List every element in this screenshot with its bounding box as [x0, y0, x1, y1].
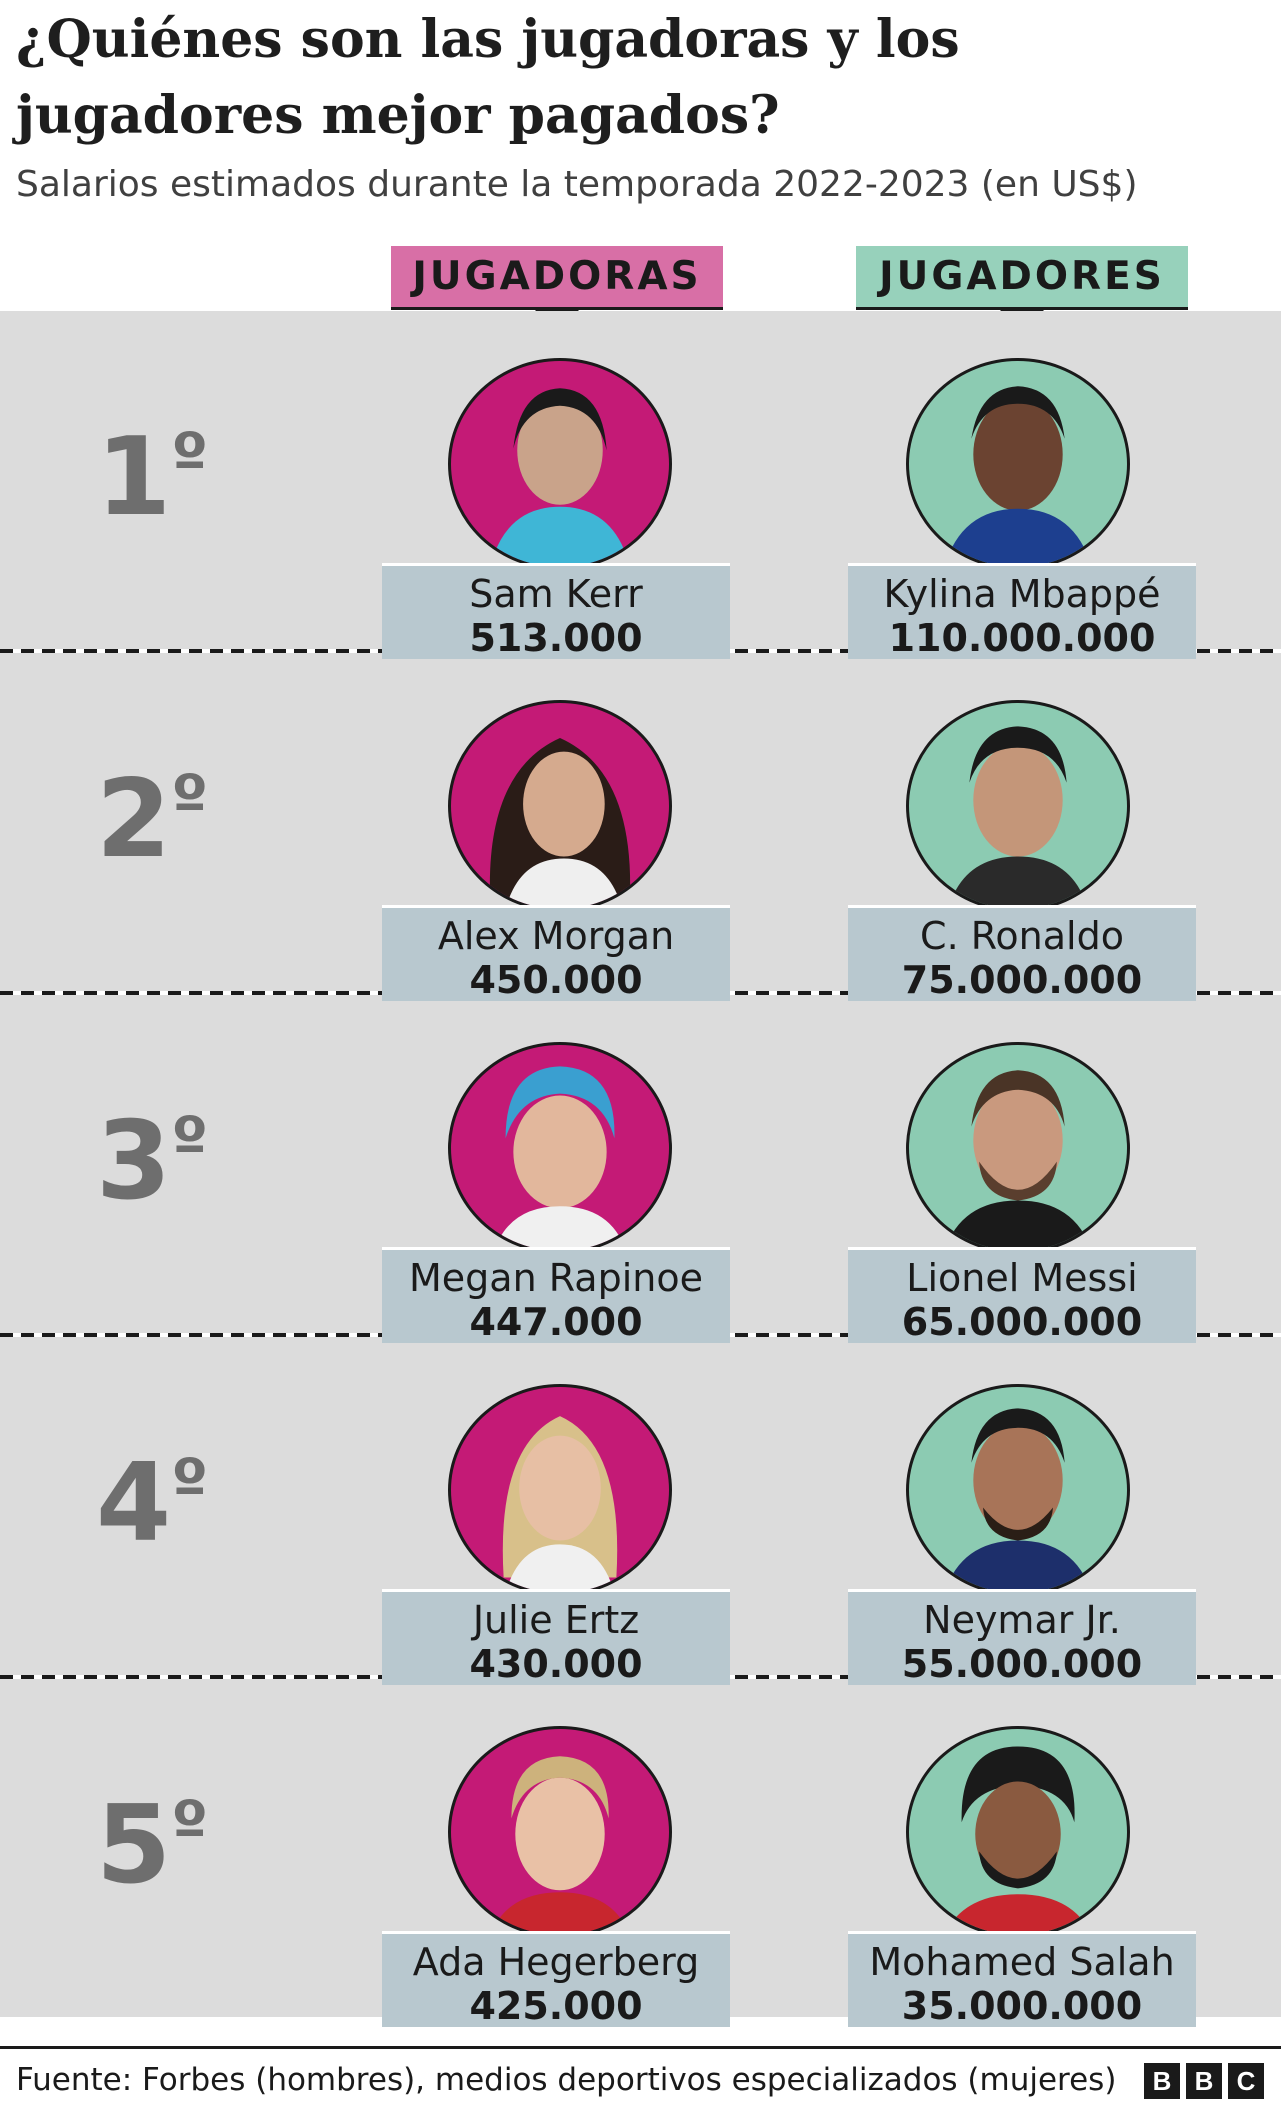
- player-photo-avatar: [448, 1042, 672, 1254]
- page-title: ¿Quiénes son las jugadoras y los jugador…: [16, 9, 960, 146]
- ranking-row-1: 1º Sam Kerr 513.000 Kylina Mbappé 110.00…: [0, 311, 1281, 660]
- bbc-logo-letter: B: [1144, 2063, 1180, 2099]
- player-photo-avatar: [906, 1042, 1130, 1254]
- player-photo-avatar: [906, 358, 1130, 570]
- men-player-card: Lionel Messi 65.000.000: [848, 1247, 1196, 1344]
- player-name: Ada Hegerberg: [412, 1940, 700, 1984]
- women-player-card: Alex Morgan 450.000: [382, 905, 730, 1002]
- men-player-card: Mohamed Salah 35.000.000: [848, 1931, 1196, 2028]
- player-photo-avatar: [448, 700, 672, 912]
- player-salary: 75.000.000: [901, 958, 1143, 1002]
- rank-number: 2º: [96, 757, 209, 882]
- ranking-row-5: 5º Ada Hegerberg 425.000 Mohamed Salah 3…: [0, 1679, 1281, 2028]
- player-salary: 55.000.000: [901, 1642, 1143, 1686]
- player-salary: 65.000.000: [901, 1300, 1143, 1344]
- women-player-card: Julie Ertz 430.000: [382, 1589, 730, 1686]
- player-photo-avatar: [448, 1384, 672, 1596]
- bbc-logo: B B C: [1144, 2063, 1264, 2099]
- player-salary: 35.000.000: [901, 1984, 1143, 2028]
- player-salary: 513.000: [469, 616, 643, 660]
- men-player-card: Kylina Mbappé 110.000.000: [848, 563, 1196, 660]
- player-photo-avatar: [448, 358, 672, 570]
- player-salary: 447.000: [469, 1300, 643, 1344]
- rank-number: 1º: [96, 415, 209, 540]
- women-player-card: Megan Rapinoe 447.000: [382, 1247, 730, 1344]
- player-name: Julie Ertz: [472, 1598, 640, 1642]
- player-salary: 430.000: [469, 1642, 643, 1686]
- bbc-logo-letter: C: [1228, 2063, 1264, 2099]
- ranking-list: 1º Sam Kerr 513.000 Kylina Mbappé 110.00…: [0, 311, 1281, 2028]
- player-name: C. Ronaldo: [920, 914, 1124, 958]
- women-player-card: Sam Kerr 513.000: [382, 563, 730, 660]
- women-column-label: JUGADORAS: [412, 254, 702, 299]
- player-salary: 450.000: [469, 958, 643, 1002]
- player-salary: 110.000.000: [888, 616, 1156, 660]
- player-name: Neymar Jr.: [923, 1598, 1121, 1642]
- player-photo-avatar: [906, 700, 1130, 912]
- women-column-header: JUGADORAS: [391, 246, 723, 332]
- rank-number: 4º: [96, 1441, 209, 1566]
- rank-number: 5º: [96, 1783, 209, 1908]
- men-column-header: JUGADORES: [856, 246, 1188, 332]
- player-name: Kylina Mbappé: [883, 572, 1161, 616]
- men-column-label: JUGADORES: [879, 254, 1165, 299]
- player-name: Alex Morgan: [437, 914, 675, 958]
- ranking-row-4: 4º Julie Ertz 430.000 Neymar Jr. 55.000.…: [0, 1337, 1281, 1686]
- player-photo-avatar: [906, 1384, 1130, 1596]
- player-name: Lionel Messi: [906, 1256, 1138, 1300]
- women-player-card: Ada Hegerberg 425.000: [382, 1931, 730, 2028]
- source-note: Fuente: Forbes (hombres), medios deporti…: [16, 2062, 1117, 2098]
- footer-divider: [0, 2046, 1281, 2049]
- ranking-row-3: 3º Megan Rapinoe 447.000 Lionel Messi 65…: [0, 995, 1281, 1344]
- men-player-card: Neymar Jr. 55.000.000: [848, 1589, 1196, 1686]
- rank-number: 3º: [96, 1099, 209, 1224]
- player-photo-avatar: [906, 1726, 1130, 1938]
- player-photo-avatar: [448, 1726, 672, 1938]
- player-salary: 425.000: [469, 1984, 643, 2028]
- player-name: Sam Kerr: [469, 572, 643, 616]
- page-subtitle: Salarios estimados durante la temporada …: [16, 164, 1138, 205]
- player-name: Mohamed Salah: [869, 1940, 1175, 1984]
- bbc-logo-letter: B: [1186, 2063, 1222, 2099]
- men-player-card: C. Ronaldo 75.000.000: [848, 905, 1196, 1002]
- player-name: Megan Rapinoe: [409, 1256, 703, 1300]
- ranking-row-2: 2º Alex Morgan 450.000 C. Ronaldo 75.000…: [0, 653, 1281, 1002]
